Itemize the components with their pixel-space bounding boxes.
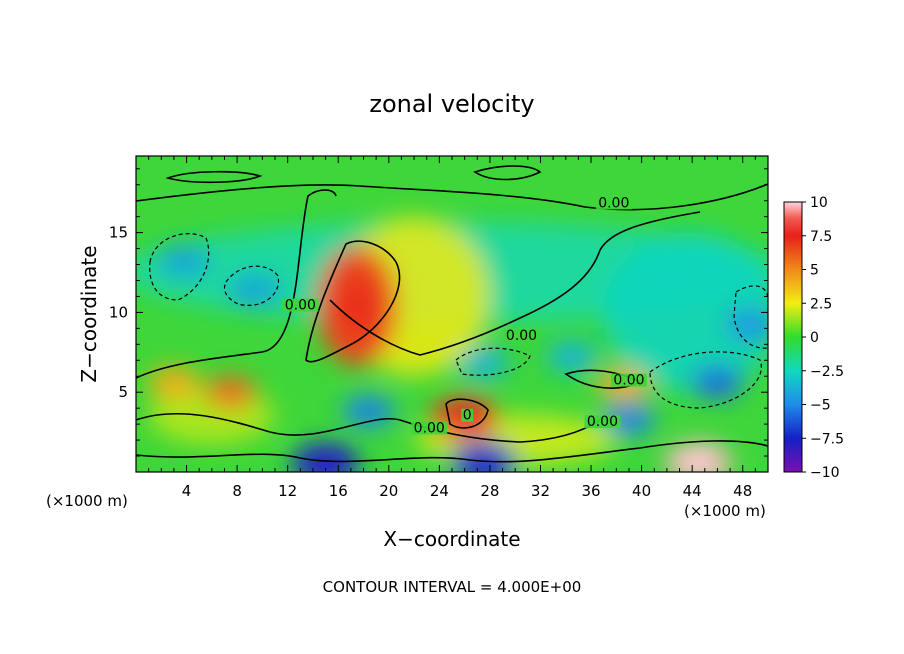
zero-contour-mid — [329, 211, 701, 356]
zero-contour-bottom — [136, 440, 768, 463]
x-tick-label: 24 — [430, 482, 449, 500]
colorbar-tick-label: 5 — [810, 263, 819, 279]
zero-contour-ridge — [136, 189, 337, 379]
colorbar-tick-label: −10 — [810, 465, 840, 481]
x-axis-label: X−coordinate — [383, 527, 520, 551]
chart-title: zonal velocity — [369, 90, 534, 118]
contour-label-6: 0.00 — [613, 373, 644, 389]
colorbar-gradient — [783, 201, 803, 473]
x-tick-label: 32 — [531, 482, 550, 500]
contour-label-bg-6 — [610, 373, 647, 387]
field-min-core-13 — [355, 403, 382, 420]
y-tick-label: 10 — [109, 303, 128, 321]
colorbar-tick-label: 7.5 — [810, 229, 832, 245]
x-unit-left: (×1000 m) — [46, 492, 128, 510]
contour-label-bg-7 — [461, 408, 474, 422]
y-tick-label: 5 — [118, 383, 128, 401]
field-max-core-4 — [217, 384, 244, 401]
field-min-core-14 — [615, 411, 642, 428]
field-min-core-11 — [308, 453, 343, 472]
x-tick-label: 8 — [232, 482, 242, 500]
field-max-core-5 — [160, 374, 187, 391]
x-tick-label: 4 — [182, 482, 192, 500]
y-axis: 5 10 15 — [109, 168, 768, 457]
contour-label-5: 0.00 — [587, 414, 618, 430]
contour-label-bg-3 — [503, 328, 540, 342]
field-min-core-16 — [559, 349, 586, 366]
x-tick-label: 20 — [379, 482, 398, 500]
x-tick-label: 48 — [733, 482, 752, 500]
negative-contour-5 — [455, 347, 531, 376]
contour-label-1: 0.00 — [598, 195, 629, 211]
y-axis-label: Z−coordinate — [77, 245, 101, 382]
field-min-core-8 — [241, 282, 268, 299]
colorbar-tick-label: −5 — [810, 398, 831, 414]
contour-label-7: 0 — [463, 408, 472, 424]
field-min-core-12 — [466, 452, 501, 472]
colorbar-tick-label: −7.5 — [810, 431, 844, 447]
colorbar-tick-label: 10 — [810, 195, 828, 211]
x-tick-label: 16 — [329, 482, 348, 500]
zero-contour-island-max — [445, 398, 489, 429]
negative-contour-2 — [223, 265, 280, 306]
contour-interval-note: CONTOUR INTERVAL = 4.000E+00 — [323, 578, 582, 596]
negative-contour-3 — [649, 351, 762, 409]
field-min-core-9 — [704, 374, 731, 391]
zero-contour-lower — [136, 412, 601, 443]
x-tick-label: 44 — [683, 482, 702, 500]
contour-label-3: 0.00 — [506, 328, 537, 344]
colorbar-tick-label: 2.5 — [810, 296, 832, 312]
y-tick-label: 15 — [109, 224, 128, 242]
zero-contour-island-top-1 — [165, 170, 263, 184]
x-axis: 4 8 12 16 20 24 28 32 36 40 44 48 — [148, 156, 756, 500]
field-max-core-1 — [337, 276, 378, 337]
x-tick-label: 36 — [581, 482, 600, 500]
field-min-core-7 — [171, 253, 198, 270]
contour-label-bg-2 — [282, 298, 319, 312]
zero-contour-positive-core — [305, 240, 401, 363]
contour-label-4: 0.00 — [414, 421, 445, 437]
negative-contours — [149, 233, 768, 409]
field-min-core-10 — [737, 317, 764, 334]
contour-label-bg-1 — [595, 196, 632, 210]
x-unit-right: (×1000 m) — [684, 502, 766, 520]
contour-label-bg-4 — [411, 421, 448, 435]
contour-label-bg-5 — [584, 415, 621, 429]
field-max-core-3 — [681, 452, 716, 472]
zero-contour-upper — [136, 183, 768, 211]
zero-contours — [136, 165, 768, 463]
contour-labels: 0.00 0.00 0.00 0.00 0.00 0.00 0 — [282, 195, 647, 437]
colorbar-tick-label: 0 — [810, 330, 819, 346]
x-tick-label: 12 — [278, 482, 297, 500]
x-tick-label: 28 — [480, 482, 499, 500]
x-tick-label: 40 — [632, 482, 651, 500]
field-min-core-15 — [470, 355, 497, 372]
colorbar: 10 7.5 5 2.5 0 −2.5 −5 −7.5 −10 — [783, 195, 844, 481]
negative-contour-4 — [733, 285, 768, 349]
zero-contour-island-top-2 — [473, 165, 542, 181]
contour-label-2: 0.00 — [285, 298, 316, 314]
colorbar-tick-label: −2.5 — [810, 364, 844, 380]
